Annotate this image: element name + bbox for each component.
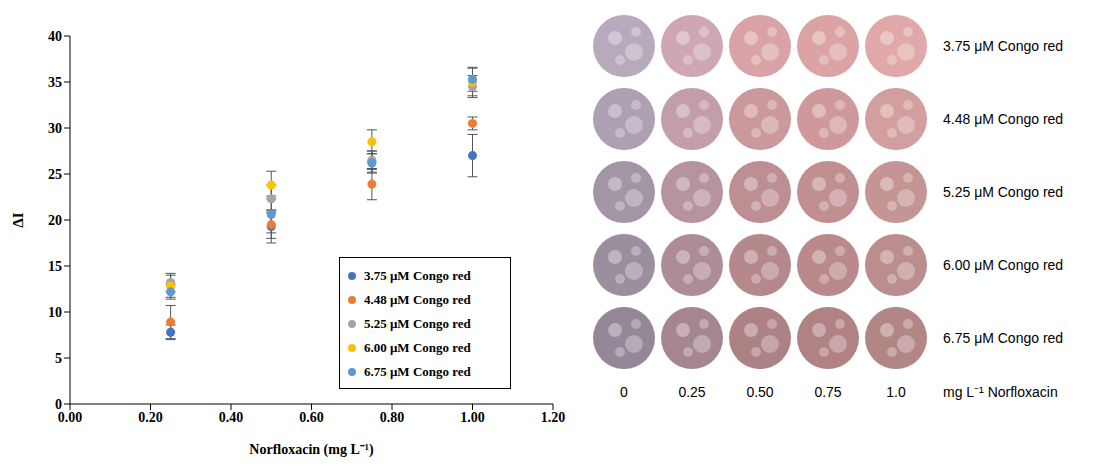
html-text:6.00 μM Congo red: 6.00 μM Congo red (364, 340, 471, 355)
svg-text:25: 25 (48, 167, 62, 182)
svg-text:4.48 μM Congo red: 4.48 μM Congo red (943, 111, 1063, 127)
svg-text:0.60: 0.60 (299, 410, 324, 425)
svg-text:ΔI: ΔI (10, 212, 26, 227)
svg-text:20: 20 (48, 213, 62, 228)
svg-text:3.75 μM Congo red: 3.75 μM Congo red (943, 38, 1063, 54)
svg-text:6.00 μM Congo red: 6.00 μM Congo red (943, 257, 1063, 273)
svg-text:0.20: 0.20 (138, 410, 163, 425)
svg-text:0.25: 0.25 (678, 384, 705, 400)
svg-text:15: 15 (48, 259, 62, 274)
svg-text:Norfloxacin (mg L⁻¹): Norfloxacin (mg L⁻¹) (249, 442, 374, 458)
svg-text:1.0: 1.0 (886, 384, 906, 400)
svg-text:0.75: 0.75 (814, 384, 841, 400)
svg-text:mg L⁻¹ Norfloxacin: mg L⁻¹ Norfloxacin (943, 384, 1058, 400)
svg-text:5.25 μM Congo red: 5.25 μM Congo red (943, 184, 1063, 200)
svg-text:1.00: 1.00 (460, 410, 485, 425)
html-text:6.75 μM Congo red: 6.75 μM Congo red (364, 364, 471, 379)
svg-text:0: 0 (620, 384, 628, 400)
svg-text:5: 5 (55, 351, 62, 366)
svg-text:0: 0 (55, 397, 62, 412)
svg-text:1.20: 1.20 (541, 410, 566, 425)
svg-text:35: 35 (48, 75, 62, 90)
svg-text:0.40: 0.40 (219, 410, 244, 425)
svg-text:0.80: 0.80 (380, 410, 405, 425)
svg-text:0.00: 0.00 (58, 410, 83, 425)
svg-text:6.75 μM Congo red: 6.75 μM Congo red (943, 330, 1063, 346)
html-text:4.48 μM Congo red: 4.48 μM Congo red (364, 292, 471, 307)
html-text:3.75 μM Congo red: 3.75 μM Congo red (364, 268, 471, 283)
svg-text:10: 10 (48, 305, 62, 320)
svg-text:30: 30 (48, 121, 62, 136)
svg-text:40: 40 (48, 29, 62, 44)
svg-text:0.50: 0.50 (746, 384, 773, 400)
html-text:5.25 μM Congo red: 5.25 μM Congo red (364, 316, 471, 331)
